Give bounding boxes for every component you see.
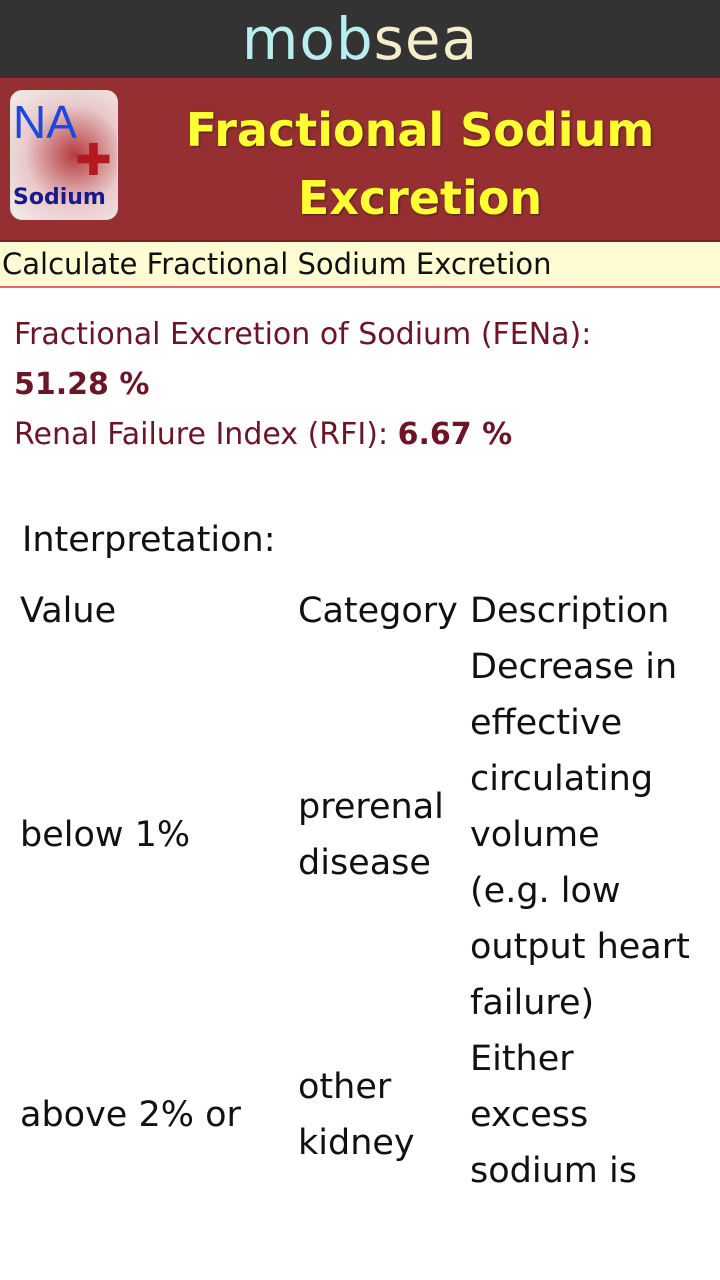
sodium-app-icon: NA ✚ Sodium bbox=[10, 90, 118, 220]
logo-text-na: NA bbox=[13, 96, 77, 148]
brand-part2: sea bbox=[373, 5, 479, 73]
fena-value: 51.28 % bbox=[14, 367, 150, 402]
column-header-value: Value bbox=[20, 591, 117, 631]
brand-part1: mob bbox=[241, 5, 374, 73]
row-category: prerenal disease bbox=[298, 787, 444, 883]
interpretation-heading: Interpretation: bbox=[22, 520, 276, 560]
row-value: above 2% or bbox=[20, 1095, 241, 1135]
table-row: below 1% prerenal disease Decrease in ef… bbox=[20, 639, 690, 1031]
row-description: Decrease in effective circulating volume… bbox=[470, 647, 690, 1023]
app-header: NA ✚ Sodium Fractional Sodium Excretion bbox=[0, 78, 720, 242]
results-section: Fractional Excretion of Sodium (FENa): 5… bbox=[14, 310, 714, 460]
subtitle: Calculate Fractional Sodium Excretion bbox=[2, 247, 552, 281]
fena-label: Fractional Excretion of Sodium (FENa): bbox=[14, 317, 592, 352]
rfi-label: Renal Failure Index (RFI): bbox=[14, 417, 389, 452]
logo-text-sodium: Sodium bbox=[13, 185, 106, 210]
row-category: other kidney bbox=[298, 1067, 415, 1163]
page-title: Fractional Sodium Excretion bbox=[185, 103, 655, 225]
table-row: above 2% or other kidney Either excess s… bbox=[20, 1031, 690, 1199]
column-header-category: Category bbox=[298, 591, 458, 631]
table-header-row: Value Category Description bbox=[20, 583, 690, 639]
brand-logo[interactable]: mobsea bbox=[0, 0, 720, 78]
row-value: below 1% bbox=[20, 815, 191, 855]
medical-cross-icon: ✚ bbox=[75, 135, 112, 186]
row-description: Either excess sodium is bbox=[470, 1039, 637, 1191]
top-bar: mobsea bbox=[0, 0, 720, 78]
column-header-description: Description bbox=[470, 591, 670, 631]
interpretation-table: Value Category Description below 1% prer… bbox=[20, 583, 690, 1199]
rfi-value: 6.67 % bbox=[397, 417, 513, 452]
subtitle-bar: Calculate Fractional Sodium Excretion bbox=[0, 242, 720, 288]
